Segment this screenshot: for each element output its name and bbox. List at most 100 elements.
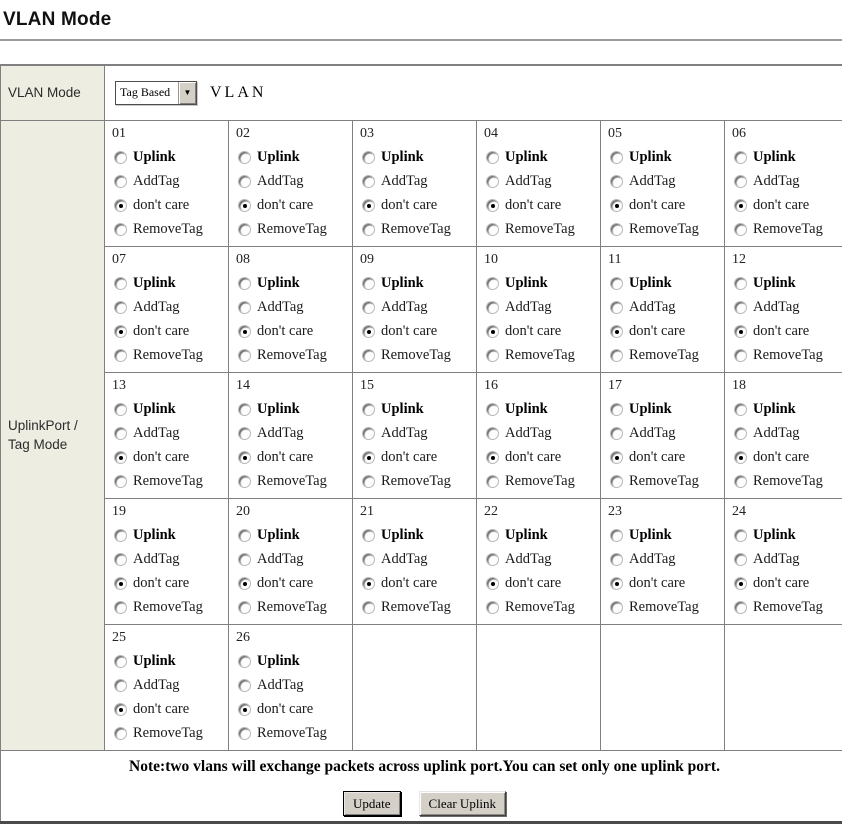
radio-don-t-care-port-10[interactable] [486,325,499,338]
vlan-mode-select[interactable]: Tag Based ▼ [115,80,197,105]
radio-addtag-port-19[interactable] [114,553,127,566]
option-removetag-port-25[interactable]: RemoveTag [112,722,226,746]
option-addtag-port-13[interactable]: AddTag [112,422,226,446]
option-don-t-care-port-18[interactable]: don't care [732,446,842,470]
option-removetag-port-15[interactable]: RemoveTag [360,470,474,494]
option-addtag-port-12[interactable]: AddTag [732,296,842,320]
option-don-t-care-port-09[interactable]: don't care [360,320,474,344]
radio-don-t-care-port-08[interactable] [238,325,251,338]
option-don-t-care-port-11[interactable]: don't care [608,320,722,344]
radio-uplink-port-23[interactable] [610,529,623,542]
option-removetag-port-12[interactable]: RemoveTag [732,344,842,368]
radio-addtag-port-23[interactable] [610,553,623,566]
option-addtag-port-22[interactable]: AddTag [484,548,598,572]
radio-removetag-port-23[interactable] [610,601,623,614]
option-don-t-care-port-25[interactable]: don't care [112,698,226,722]
radio-uplink-port-19[interactable] [114,529,127,542]
option-addtag-port-19[interactable]: AddTag [112,548,226,572]
option-addtag-port-23[interactable]: AddTag [608,548,722,572]
option-don-t-care-port-20[interactable]: don't care [236,572,350,596]
radio-uplink-port-14[interactable] [238,403,251,416]
radio-don-t-care-port-02[interactable] [238,199,251,212]
option-addtag-port-14[interactable]: AddTag [236,422,350,446]
dropdown-arrow-icon[interactable]: ▼ [178,81,196,104]
option-addtag-port-16[interactable]: AddTag [484,422,598,446]
option-removetag-port-14[interactable]: RemoveTag [236,470,350,494]
radio-uplink-port-01[interactable] [114,151,127,164]
radio-addtag-port-10[interactable] [486,301,499,314]
option-removetag-port-22[interactable]: RemoveTag [484,596,598,620]
radio-removetag-port-13[interactable] [114,475,127,488]
radio-don-t-care-port-17[interactable] [610,451,623,464]
update-button[interactable]: Update [342,790,401,816]
radio-addtag-port-25[interactable] [114,679,127,692]
option-don-t-care-port-01[interactable]: don't care [112,194,226,218]
option-don-t-care-port-04[interactable]: don't care [484,194,598,218]
radio-removetag-port-07[interactable] [114,349,127,362]
radio-don-t-care-port-01[interactable] [114,199,127,212]
option-don-t-care-port-08[interactable]: don't care [236,320,350,344]
radio-don-t-care-port-18[interactable] [734,451,747,464]
option-uplink-port-20[interactable]: Uplink [236,524,350,548]
radio-don-t-care-port-25[interactable] [114,703,127,716]
radio-removetag-port-20[interactable] [238,601,251,614]
radio-uplink-port-06[interactable] [734,151,747,164]
radio-removetag-port-01[interactable] [114,223,127,236]
radio-uplink-port-26[interactable] [238,655,251,668]
radio-uplink-port-21[interactable] [362,529,375,542]
option-don-t-care-port-02[interactable]: don't care [236,194,350,218]
radio-removetag-port-26[interactable] [238,727,251,740]
radio-removetag-port-02[interactable] [238,223,251,236]
radio-addtag-port-21[interactable] [362,553,375,566]
radio-don-t-care-port-14[interactable] [238,451,251,464]
option-addtag-port-20[interactable]: AddTag [236,548,350,572]
option-don-t-care-port-19[interactable]: don't care [112,572,226,596]
radio-removetag-port-15[interactable] [362,475,375,488]
radio-don-t-care-port-06[interactable] [734,199,747,212]
radio-removetag-port-08[interactable] [238,349,251,362]
option-addtag-port-15[interactable]: AddTag [360,422,474,446]
radio-addtag-port-16[interactable] [486,427,499,440]
option-don-t-care-port-15[interactable]: don't care [360,446,474,470]
option-addtag-port-11[interactable]: AddTag [608,296,722,320]
option-removetag-port-05[interactable]: RemoveTag [608,218,722,242]
option-removetag-port-17[interactable]: RemoveTag [608,470,722,494]
option-removetag-port-03[interactable]: RemoveTag [360,218,474,242]
option-uplink-port-23[interactable]: Uplink [608,524,722,548]
option-addtag-port-07[interactable]: AddTag [112,296,226,320]
radio-addtag-port-18[interactable] [734,427,747,440]
option-removetag-port-21[interactable]: RemoveTag [360,596,474,620]
radio-removetag-port-18[interactable] [734,475,747,488]
option-don-t-care-port-21[interactable]: don't care [360,572,474,596]
radio-don-t-care-port-09[interactable] [362,325,375,338]
option-addtag-port-04[interactable]: AddTag [484,170,598,194]
radio-don-t-care-port-12[interactable] [734,325,747,338]
option-addtag-port-09[interactable]: AddTag [360,296,474,320]
option-removetag-port-11[interactable]: RemoveTag [608,344,722,368]
radio-removetag-port-24[interactable] [734,601,747,614]
radio-don-t-care-port-07[interactable] [114,325,127,338]
radio-uplink-port-12[interactable] [734,277,747,290]
option-don-t-care-port-14[interactable]: don't care [236,446,350,470]
option-addtag-port-21[interactable]: AddTag [360,548,474,572]
radio-removetag-port-17[interactable] [610,475,623,488]
option-don-t-care-port-07[interactable]: don't care [112,320,226,344]
option-uplink-port-12[interactable]: Uplink [732,272,842,296]
radio-don-t-care-port-16[interactable] [486,451,499,464]
radio-removetag-port-10[interactable] [486,349,499,362]
option-uplink-port-13[interactable]: Uplink [112,398,226,422]
option-addtag-port-03[interactable]: AddTag [360,170,474,194]
option-addtag-port-26[interactable]: AddTag [236,674,350,698]
option-don-t-care-port-26[interactable]: don't care [236,698,350,722]
radio-addtag-port-07[interactable] [114,301,127,314]
radio-addtag-port-24[interactable] [734,553,747,566]
option-addtag-port-01[interactable]: AddTag [112,170,226,194]
radio-addtag-port-14[interactable] [238,427,251,440]
radio-removetag-port-22[interactable] [486,601,499,614]
option-uplink-port-09[interactable]: Uplink [360,272,474,296]
option-removetag-port-24[interactable]: RemoveTag [732,596,842,620]
radio-don-t-care-port-20[interactable] [238,577,251,590]
radio-removetag-port-06[interactable] [734,223,747,236]
option-removetag-port-02[interactable]: RemoveTag [236,218,350,242]
radio-uplink-port-13[interactable] [114,403,127,416]
